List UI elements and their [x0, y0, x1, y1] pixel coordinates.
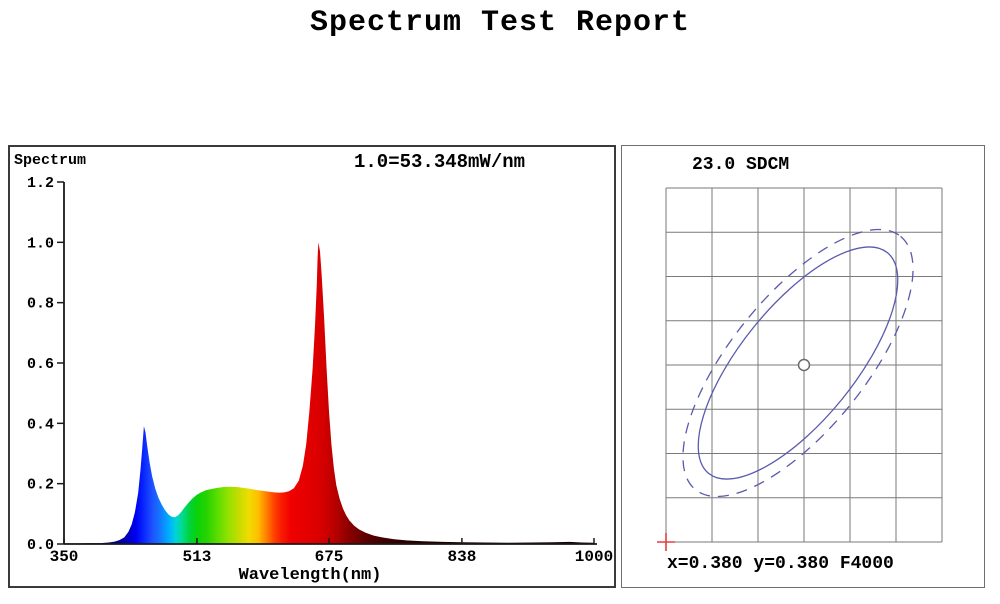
svg-text:0.2: 0.2 [27, 477, 54, 494]
svg-text:513: 513 [183, 548, 212, 566]
svg-text:0.6: 0.6 [27, 356, 54, 373]
svg-text:350: 350 [50, 548, 79, 566]
svg-text:0.0: 0.0 [27, 537, 54, 554]
normalization-annotation: 1.0=53.348mW/nm [354, 151, 526, 173]
svg-text:0.8: 0.8 [27, 296, 54, 313]
svg-text:1000: 1000 [575, 548, 613, 566]
svg-text:1.2: 1.2 [27, 175, 54, 192]
spectrum-chart: 0.0 0.2 0.4 0.6 0.8 1.0 1.2 350 513 675 838 1000 [27, 175, 613, 566]
svg-text:1.0: 1.0 [27, 235, 54, 252]
svg-text:675: 675 [315, 548, 344, 566]
page-title: Spectrum Test Report [309, 6, 691, 40]
spectrum-chart-panel: Spectrum 1.0=53.348mW/nm 0.0 0.2 0.4 0.6 0.8… [8, 145, 616, 588]
svg-text:0.4: 0.4 [27, 416, 54, 433]
svg-text:838: 838 [448, 548, 477, 566]
x-axis-label: Wavelength(nm) [238, 566, 382, 585]
sdcm-ellipse-chart [657, 187, 943, 551]
sdcm-value-label: 23.0 SDCM [692, 155, 790, 175]
sdcm-chart-panel: 23.0 SDCM x=0.380 y=0.380 F4000 [621, 145, 985, 588]
spectrum-corner-label: Spectrum [14, 152, 87, 169]
chromaticity-readout: x=0.380 y=0.380 F4000 [667, 554, 894, 574]
